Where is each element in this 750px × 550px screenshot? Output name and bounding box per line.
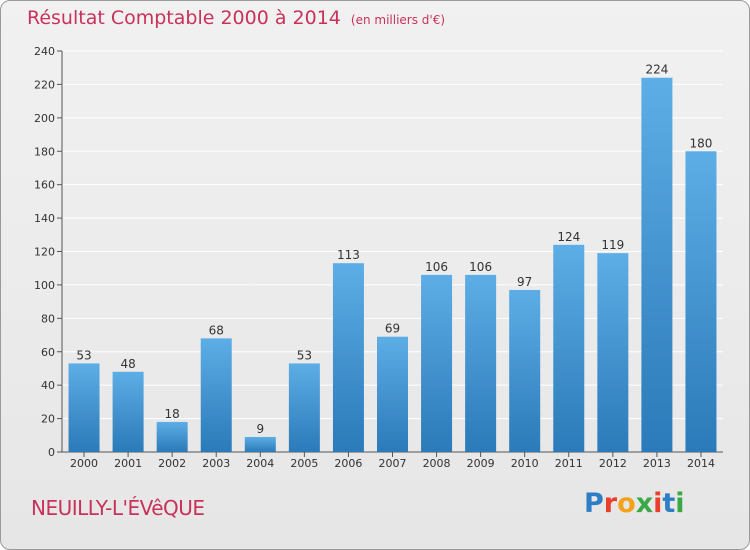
data-label: 106	[425, 260, 448, 274]
data-label: 53	[76, 348, 91, 362]
y-tick-label: 120	[34, 246, 55, 259]
bar-2003	[200, 338, 232, 452]
bar-2001	[112, 371, 144, 452]
location-name: NEUILLY-L'ÉVêQUE	[31, 496, 205, 520]
x-tick-label: 2013	[643, 457, 671, 470]
bar-2005	[288, 363, 320, 452]
y-tick-label: 100	[34, 279, 55, 292]
chart-title-text: Résultat Comptable 2000 à 2014	[27, 7, 341, 29]
x-tick-label: 2014	[687, 457, 715, 470]
x-tick-label: 2003	[202, 457, 230, 470]
chart-subtitle: (en milliers d'€)	[350, 13, 446, 27]
bar-2004	[244, 436, 276, 452]
data-label: 224	[645, 63, 668, 77]
y-tick-label: 160	[34, 179, 55, 192]
data-label: 124	[557, 230, 580, 244]
x-tick-label: 2010	[511, 457, 539, 470]
y-tick-label: 200	[34, 112, 55, 125]
bar-2012	[597, 253, 629, 452]
bar-2013	[641, 77, 673, 452]
y-tick-label: 40	[41, 379, 55, 392]
y-tick-label: 0	[48, 446, 55, 459]
bar-2002	[156, 421, 188, 452]
brand-letter: i	[653, 488, 663, 519]
data-label: 68	[209, 323, 224, 337]
data-label: 119	[601, 238, 624, 252]
y-tick-label: 60	[41, 346, 55, 359]
bar-2008	[421, 274, 453, 452]
bars	[68, 77, 717, 452]
y-tick-label: 20	[41, 413, 55, 426]
x-tick-label: 2004	[246, 457, 274, 470]
data-label: 180	[690, 136, 713, 150]
data-label: 9	[256, 422, 264, 436]
x-tick-label: 2001	[114, 457, 142, 470]
x-tick-label: 2012	[599, 457, 627, 470]
brand-letter: i	[675, 488, 685, 519]
bar-2006	[332, 263, 364, 452]
x-tick-label: 2002	[158, 457, 186, 470]
x-tick-label: 2006	[334, 457, 362, 470]
data-label: 18	[165, 407, 180, 421]
brand-letter: o	[617, 488, 636, 519]
bar-2007	[377, 336, 408, 452]
data-label: 97	[517, 275, 532, 289]
y-tick-label: 220	[34, 78, 55, 91]
y-tick-label: 180	[34, 145, 55, 158]
bar-2000	[68, 363, 100, 452]
data-label: 53	[297, 348, 312, 362]
bar-2011	[553, 244, 585, 452]
data-label: 106	[469, 260, 492, 274]
y-tick-label: 240	[34, 45, 55, 58]
chart-title: Résultat Comptable 2000 à 2014 (en millie…	[27, 7, 445, 29]
x-tick-label: 2008	[423, 457, 451, 470]
x-tick-label: 2000	[70, 457, 98, 470]
x-tick-label: 2009	[467, 457, 495, 470]
brand-letter: t	[662, 488, 676, 519]
brand-letter: P	[584, 488, 604, 519]
x-tick-label: 2005	[290, 457, 318, 470]
y-tick-label: 140	[34, 212, 55, 225]
labels: 53 48 18 68 9 53 113 69 106 106 97 124 119 224 180	[76, 63, 712, 436]
brand-letter: r	[603, 488, 618, 519]
brand-letter: x	[635, 488, 654, 519]
bar-2009	[465, 274, 497, 452]
bar-2014	[685, 151, 717, 452]
bar-2010	[509, 289, 541, 452]
proxiti-logo[interactable]: Proxiti	[584, 488, 685, 519]
data-label: 113	[337, 248, 360, 262]
y-tick-label: 80	[41, 312, 55, 325]
x-tick-label: 2007	[379, 457, 407, 470]
data-label: 69	[385, 322, 400, 336]
data-label: 48	[120, 357, 135, 371]
x-tick-label: 2011	[555, 457, 583, 470]
